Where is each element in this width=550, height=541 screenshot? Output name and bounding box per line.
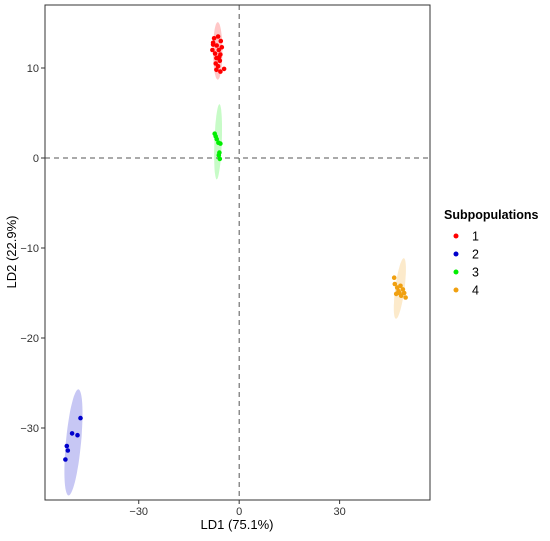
data-point-series-3 xyxy=(213,134,218,139)
data-point-series-1 xyxy=(219,45,225,50)
y-tick-label: −20 xyxy=(20,333,39,345)
legend-marker-2 xyxy=(453,251,459,257)
tick-layer: −30 0 30 −30 −20 −10 0 10 xyxy=(20,63,345,518)
y-tick-label: 10 xyxy=(27,63,39,75)
data-point-series-4 xyxy=(392,281,398,287)
x-tick-label: 30 xyxy=(333,506,345,518)
data-point-series-2 xyxy=(78,415,83,421)
y-tick-label: −30 xyxy=(20,423,39,435)
data-point-series-2 xyxy=(75,432,80,438)
x-axis-title: LD1 (75.1%) xyxy=(201,517,274,532)
y-axis-title: LD2 (22.9%) xyxy=(4,216,19,289)
data-point-series-4 xyxy=(397,290,402,296)
reference-lines xyxy=(45,5,430,500)
data-point-series-1 xyxy=(212,51,218,56)
data-point-series-1 xyxy=(214,67,219,73)
data-point-series-4 xyxy=(398,283,403,289)
data-point-series-1 xyxy=(216,47,222,53)
data-point-series-1 xyxy=(216,54,222,60)
data-point-series-1 xyxy=(210,42,216,47)
data-point-series-4 xyxy=(400,287,406,292)
data-point-series-3 xyxy=(217,156,223,162)
legend: Subpopulations 1 2 3 4 xyxy=(444,208,538,298)
data-point-series-2 xyxy=(64,443,70,449)
data-point-series-1 xyxy=(218,38,224,44)
plot-background xyxy=(45,5,430,500)
data-point-series-1 xyxy=(211,36,217,41)
ellipse-series-2 xyxy=(64,389,83,496)
legend-items: 1 2 3 4 xyxy=(453,230,479,298)
data-point-series-1 xyxy=(215,34,221,39)
legend-label-4: 4 xyxy=(472,284,479,298)
x-tick-label: 0 xyxy=(236,506,242,518)
legend-marker-4 xyxy=(453,287,459,293)
plot-border xyxy=(44,4,431,501)
legend-label-3: 3 xyxy=(472,266,479,280)
y-tick-label: 0 xyxy=(33,153,39,165)
data-point-series-1 xyxy=(218,69,223,74)
data-point-series-4 xyxy=(403,295,408,300)
data-point-series-2 xyxy=(63,457,68,462)
data-point-series-1 xyxy=(214,43,219,48)
legend-marker-1 xyxy=(453,233,459,239)
data-point-series-4 xyxy=(401,290,407,296)
data-point-series-2 xyxy=(65,448,71,453)
data-point-series-1 xyxy=(215,63,221,69)
data-point-series-2 xyxy=(69,431,75,436)
point-layer xyxy=(63,34,408,462)
data-point-series-1 xyxy=(217,58,223,64)
data-point-series-1 xyxy=(210,47,215,53)
data-point-series-3 xyxy=(216,153,222,158)
legend-label-1: 1 xyxy=(472,230,479,244)
legend-marker-3 xyxy=(453,269,459,275)
data-point-series-3 xyxy=(218,141,223,146)
legend-title: Subpopulations xyxy=(444,208,538,222)
y-tick-label: −10 xyxy=(20,243,39,255)
x-tick-label: −30 xyxy=(129,506,148,518)
legend-label-2: 2 xyxy=(472,248,479,262)
ellipse-series-4 xyxy=(393,258,406,319)
data-point-series-4 xyxy=(391,275,397,281)
data-point-series-1 xyxy=(221,66,227,72)
